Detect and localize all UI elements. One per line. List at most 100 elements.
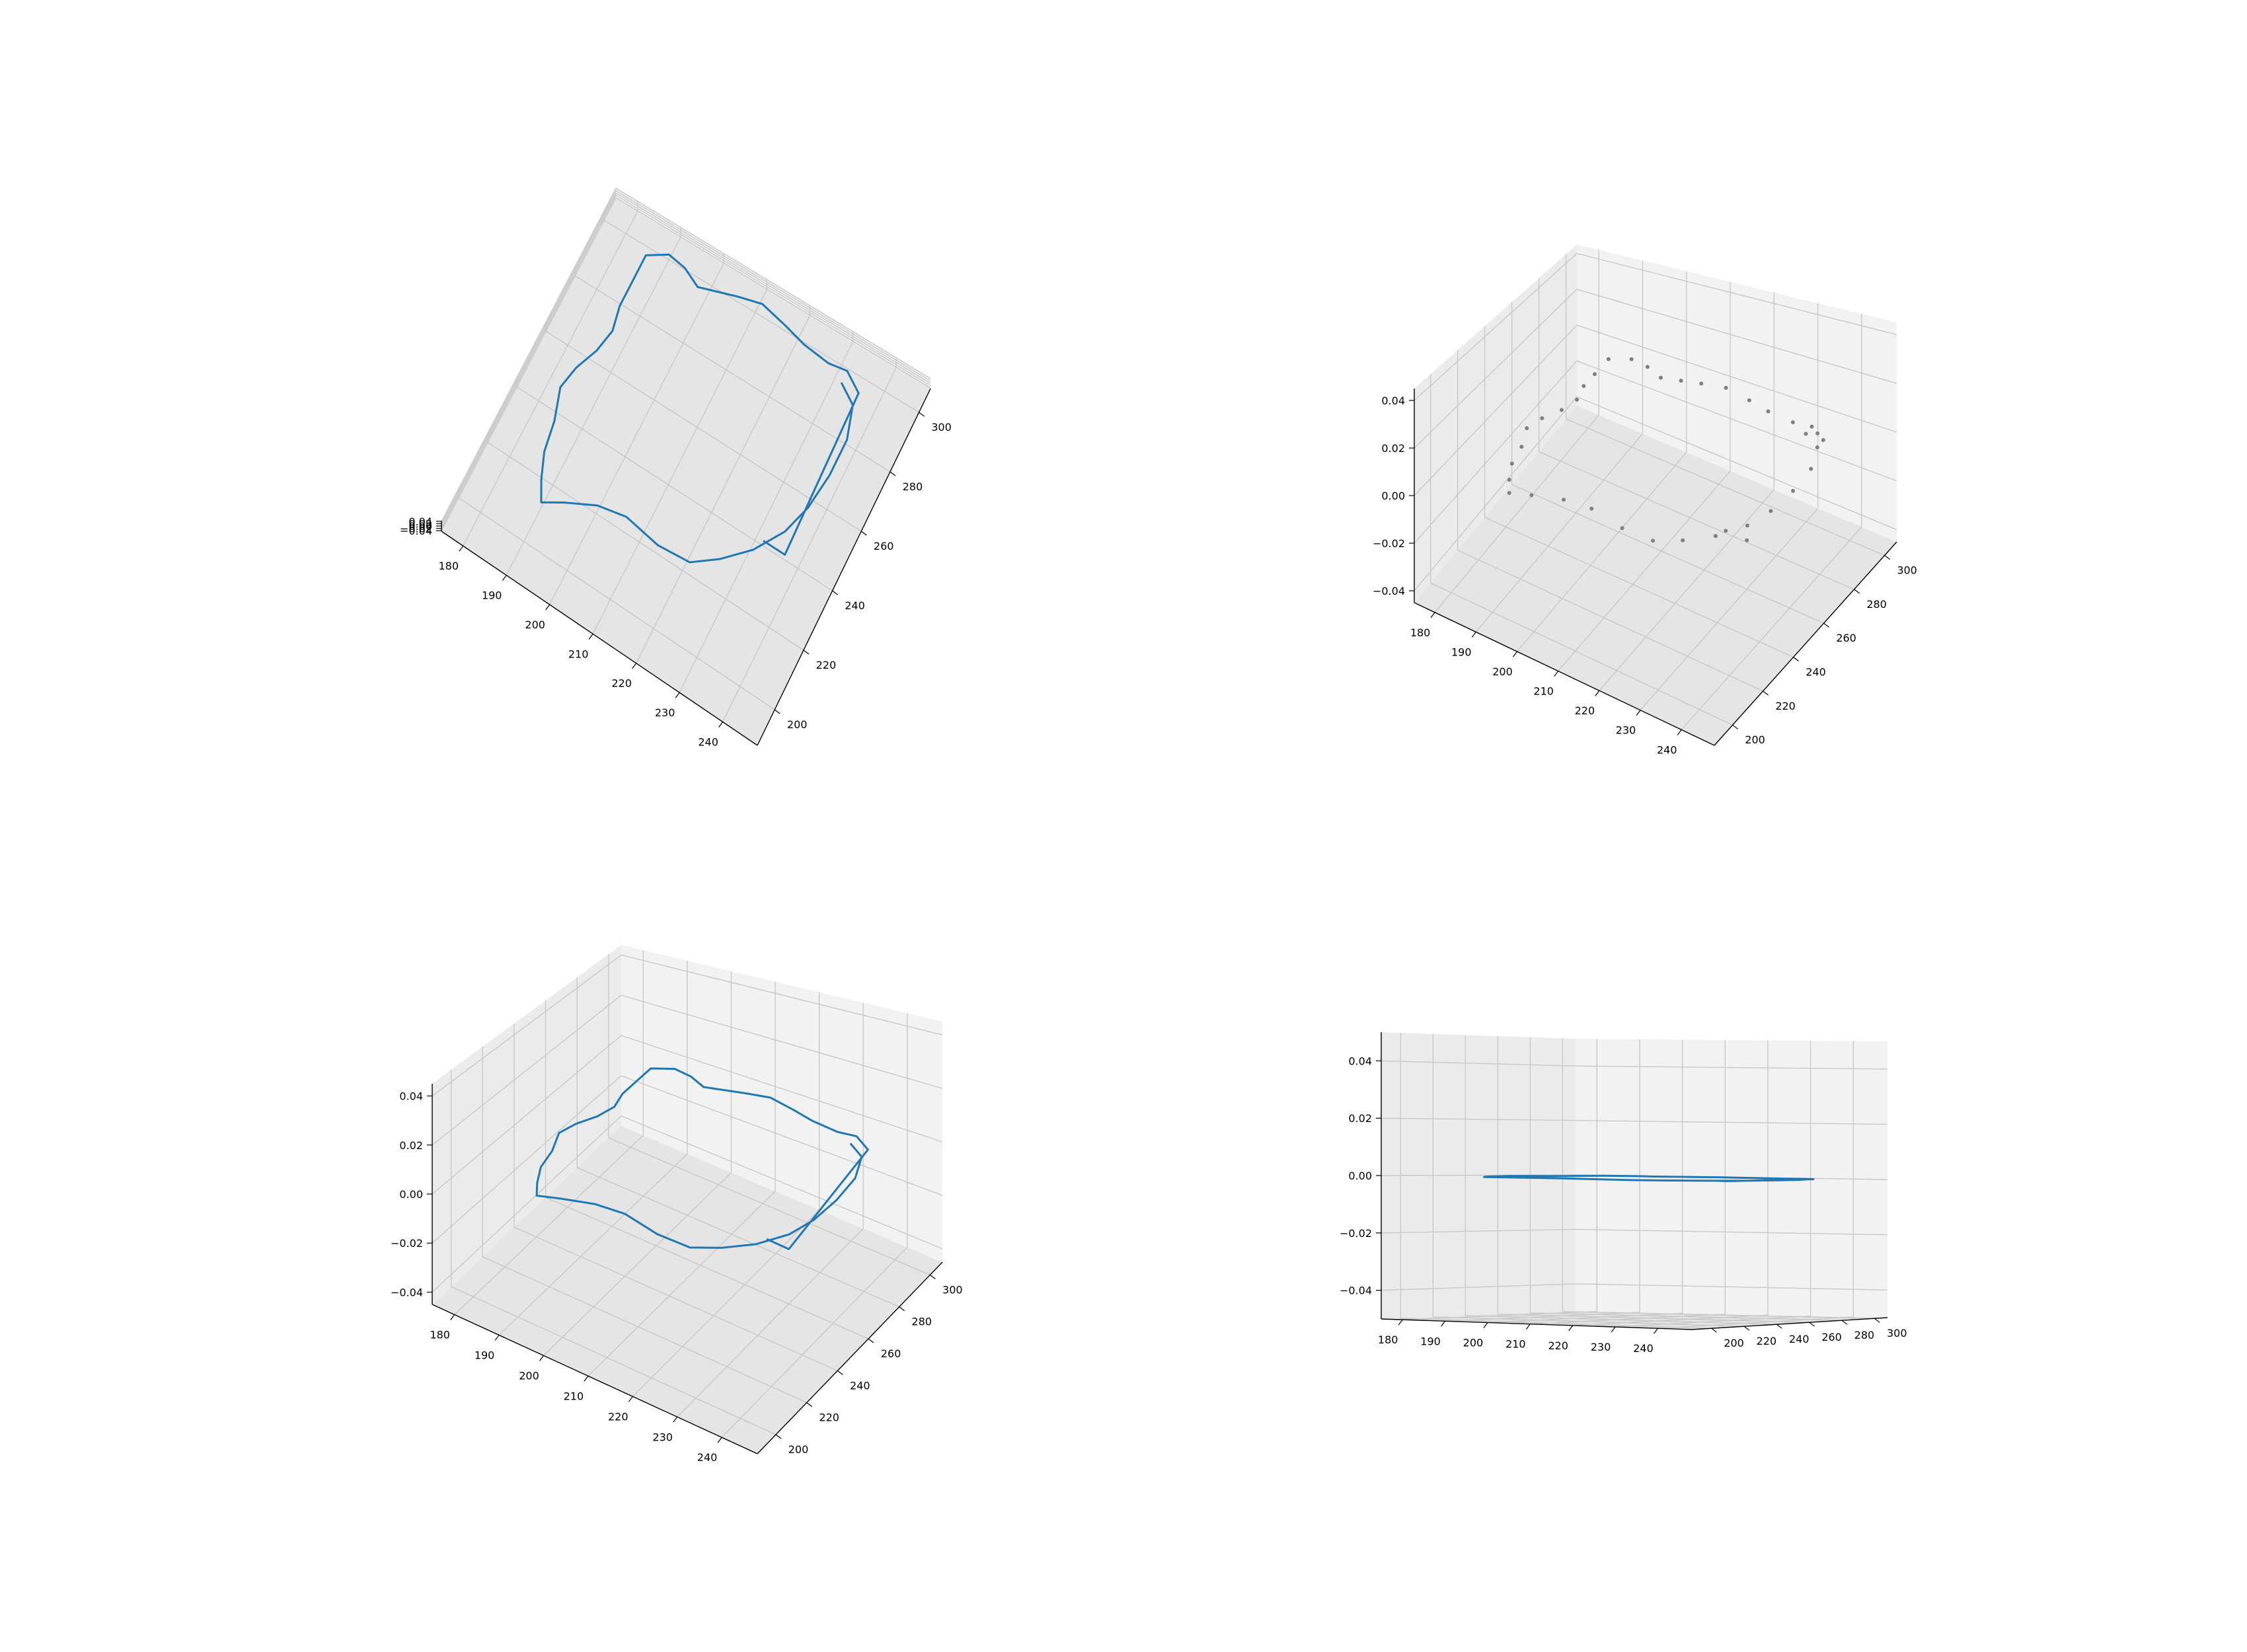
x-tick-mark <box>1430 612 1435 619</box>
y-tick-mark <box>775 1434 782 1439</box>
y-tick-mark <box>1823 622 1829 628</box>
x-tick-label: 230 <box>1616 724 1636 737</box>
grid-line-z <box>441 194 931 529</box>
scatter-point <box>1540 416 1544 420</box>
x-tick-label: 210 <box>1533 685 1554 698</box>
grid-line-y <box>1565 254 1885 556</box>
z-tick-label: 0.04 <box>1381 394 1405 407</box>
y-tick-mark <box>1841 1320 1848 1325</box>
axes-ticks: 240 230 220 210 200 190 180 200 220 240 260 280 300 0… <box>391 1090 963 1464</box>
subplot-top-right: 240 230 220 210 200 190 180 200 220 240 260 280 300 0… <box>1373 244 1917 756</box>
x-tick-label: 230 <box>1591 1341 1611 1353</box>
z-tick-label: 0.00 <box>399 1188 423 1201</box>
y-tick-label: 300 <box>1887 1327 1907 1339</box>
x-tick-mark <box>450 1314 455 1320</box>
y-tick-label: 220 <box>816 659 837 671</box>
scatter-point <box>1724 529 1728 533</box>
y-tick-mark <box>1732 724 1738 730</box>
scatter-point <box>1724 385 1728 390</box>
x-tick-label: 210 <box>568 648 589 660</box>
scatter-point <box>1745 523 1749 528</box>
x-tick-label: 240 <box>1633 1342 1654 1355</box>
scatter-point <box>1606 357 1611 361</box>
scatter-point <box>1821 437 1825 442</box>
scatter-series <box>1507 357 1825 543</box>
z-tick-label: 0.04 <box>1348 1055 1372 1067</box>
scatter-point <box>1519 445 1524 449</box>
grid-line-x <box>592 279 767 634</box>
z-tick-label: −0.02 <box>400 523 432 535</box>
x-tick-label: 230 <box>652 1431 673 1443</box>
grid-line-x <box>1475 260 1644 632</box>
grid-line-y <box>1497 1036 1809 1323</box>
grid-line-y <box>1465 1035 1777 1325</box>
x-tick-mark <box>588 633 593 640</box>
grid-line-z <box>1414 288 1897 449</box>
scatter-point <box>1713 534 1718 539</box>
scatter-point <box>1525 426 1529 430</box>
y-tick-label: 300 <box>1897 564 1917 577</box>
z-tick-label: 0.02 <box>1381 442 1405 455</box>
grid-line-y <box>1432 1033 1744 1327</box>
grid-line-y <box>482 1047 807 1404</box>
axes-grid <box>441 187 931 722</box>
scatter-point <box>1745 538 1749 543</box>
y-tick-mark <box>832 590 838 595</box>
x-tick-mark <box>1595 690 1600 696</box>
x-tick-mark <box>1554 671 1559 677</box>
x-tick-label: 200 <box>525 619 545 631</box>
x-tick-mark <box>1512 651 1517 657</box>
grid-line-y <box>1429 374 1733 726</box>
subplot-bottom-right: 240 230 220 210 200 190 180 200 220 240 260 280 300 0… <box>1340 1032 1907 1355</box>
scatter-point <box>1747 398 1751 402</box>
grid-line-x <box>1530 1039 1726 1325</box>
grid-line-z <box>441 187 931 522</box>
trajectory-line <box>535 1067 869 1250</box>
y-tick-mark <box>837 1370 843 1375</box>
grid-line-y <box>450 1070 777 1435</box>
z-tick-label: −0.02 <box>1340 1227 1372 1240</box>
y-tick-mark <box>1776 1324 1782 1329</box>
scatter-point <box>1559 408 1564 412</box>
y-axis-line <box>757 1261 943 1454</box>
x-tick-mark <box>494 1335 500 1341</box>
y-tick-mark <box>929 1274 936 1279</box>
y-tick-mark <box>1711 1328 1717 1333</box>
scatter-point <box>1581 384 1586 389</box>
z-tick-label: −0.04 <box>400 525 432 537</box>
y-tick-mark <box>899 1306 905 1312</box>
scatter-point <box>1629 357 1634 361</box>
x-axis-line <box>441 531 758 746</box>
z-tick-label: −0.04 <box>1340 1285 1372 1297</box>
z-tick-label: 0.02 <box>408 517 432 530</box>
x-tick-mark <box>675 692 680 698</box>
y-axis-line <box>757 388 931 746</box>
y-tick-mark <box>919 412 925 417</box>
y-tick-label: 260 <box>874 540 894 552</box>
y-tick-label: 260 <box>1821 1331 1842 1343</box>
x-tick-mark <box>1677 729 1682 735</box>
grid-line-y <box>1484 326 1794 658</box>
x-tick-mark <box>1611 1326 1616 1333</box>
grid-line-z <box>1414 360 1897 544</box>
y-tick-mark <box>806 1402 813 1408</box>
scatter-point <box>1791 488 1796 493</box>
grid-line-z <box>1414 396 1897 591</box>
y-tick-mark <box>1793 657 1799 662</box>
grid-line-z <box>432 1115 943 1293</box>
axes-ticks: 240 230 220 210 200 190 180 200 220 240 260 280 300 0… <box>400 412 952 748</box>
floor-pane <box>432 1126 942 1454</box>
y-tick-label: 240 <box>850 1379 870 1392</box>
scatter-point <box>1790 420 1795 425</box>
y-tick-label: 240 <box>1789 1333 1809 1345</box>
y-tick-mark <box>1874 1318 1880 1323</box>
y-tick-label: 200 <box>787 718 808 731</box>
x-tick-mark <box>717 1437 722 1443</box>
grid-line-x <box>543 971 732 1356</box>
x-tick-label: 240 <box>697 1451 718 1464</box>
z-tick-label: 0.02 <box>1348 1112 1372 1125</box>
scatter-point <box>1804 432 1808 436</box>
y-tick-mark <box>1743 1326 1750 1331</box>
grid-line-z <box>1381 1283 1888 1291</box>
scatter-point <box>1651 539 1656 543</box>
